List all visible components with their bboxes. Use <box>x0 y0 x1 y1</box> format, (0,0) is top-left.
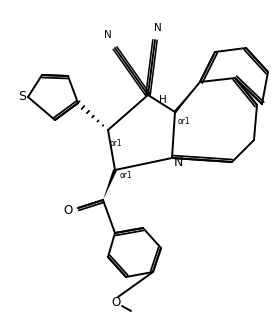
Text: S: S <box>18 90 26 104</box>
Text: N: N <box>173 155 183 168</box>
Text: O: O <box>63 203 73 217</box>
Polygon shape <box>103 169 117 200</box>
Text: O: O <box>112 296 121 310</box>
Polygon shape <box>174 82 200 113</box>
Text: H: H <box>159 95 167 105</box>
Text: or1: or1 <box>110 139 123 148</box>
Text: N: N <box>154 23 162 33</box>
Text: or1: or1 <box>178 118 191 126</box>
Text: or1: or1 <box>120 170 133 179</box>
Text: N: N <box>104 30 112 40</box>
